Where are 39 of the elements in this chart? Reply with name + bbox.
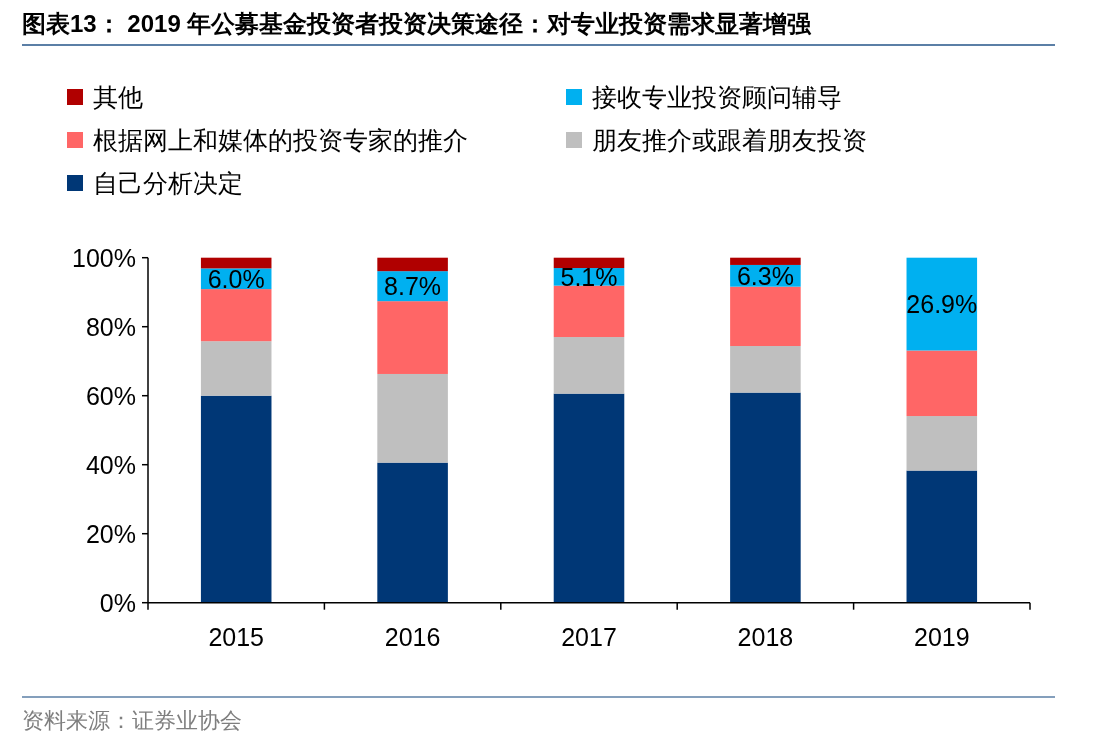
y-tick-label: 0% (99, 588, 136, 617)
legend-label: 其他 (93, 83, 143, 111)
y-tick-label: 60% (85, 381, 136, 410)
y-tick-label: 100% (72, 243, 136, 272)
x-tick-label: 2018 (737, 622, 794, 651)
data-label: 8.7% (384, 272, 442, 301)
y-tick-label: 20% (85, 519, 136, 548)
data-label: 5.1% (560, 262, 618, 291)
bar (377, 257, 448, 272)
bar (730, 286, 801, 347)
bar (200, 341, 272, 396)
y-tick-label: 40% (85, 450, 136, 479)
chart-title: 图表13： 2019 年公募基金投资者投资决策途径：对专业投资需求显著增强 (22, 10, 813, 37)
data-label: 26.9% (906, 290, 978, 319)
y-tick-label: 80% (85, 312, 136, 341)
x-tick-label: 2016 (384, 622, 441, 651)
bar (377, 462, 448, 603)
bar (553, 337, 625, 394)
bar (906, 350, 978, 417)
bar (730, 346, 801, 393)
bar (200, 257, 272, 269)
x-tick-label: 2017 (561, 622, 617, 651)
bar (906, 416, 978, 471)
data-label: 6.3% (736, 261, 794, 290)
bar (730, 257, 801, 265)
bar (553, 257, 625, 269)
bar (906, 257, 978, 351)
bar (200, 395, 272, 603)
bar (200, 289, 272, 342)
text: 资料来源：证券业协会 (22, 708, 242, 733)
x-tick-label: 2015 (208, 622, 265, 651)
bar (377, 373, 448, 463)
bar (553, 285, 625, 338)
data-label: 6.0% (207, 264, 265, 293)
bar (730, 392, 801, 603)
bar (553, 393, 625, 603)
bar (377, 301, 448, 374)
bar (906, 470, 978, 603)
x-tick-label: 2019 (913, 622, 970, 651)
